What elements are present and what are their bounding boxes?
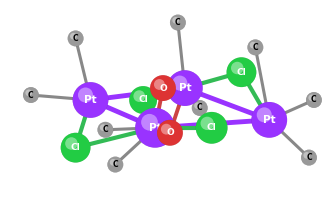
Circle shape <box>306 92 322 108</box>
Circle shape <box>135 108 175 148</box>
Circle shape <box>150 75 176 101</box>
Circle shape <box>100 124 107 131</box>
Circle shape <box>23 87 39 103</box>
Circle shape <box>150 75 176 101</box>
Text: O: O <box>166 128 174 137</box>
Circle shape <box>308 94 315 101</box>
Circle shape <box>61 133 90 163</box>
Circle shape <box>167 70 203 106</box>
Circle shape <box>167 70 203 106</box>
Circle shape <box>170 15 186 30</box>
Circle shape <box>247 39 263 55</box>
Text: C: C <box>175 18 181 27</box>
Circle shape <box>172 76 187 91</box>
Circle shape <box>170 15 186 30</box>
Text: Pt: Pt <box>149 123 162 133</box>
Circle shape <box>303 152 310 159</box>
Circle shape <box>257 107 272 122</box>
Circle shape <box>301 150 317 166</box>
Circle shape <box>201 117 214 130</box>
Circle shape <box>110 159 116 166</box>
Text: C: C <box>197 103 203 112</box>
Circle shape <box>129 86 157 114</box>
Circle shape <box>65 137 78 150</box>
Circle shape <box>25 89 32 96</box>
Circle shape <box>61 133 90 163</box>
Text: Cl: Cl <box>71 143 80 152</box>
Circle shape <box>68 30 84 46</box>
Text: Cl: Cl <box>138 95 148 104</box>
Text: Cl: Cl <box>236 68 246 77</box>
Circle shape <box>68 30 84 46</box>
Circle shape <box>73 82 109 118</box>
Text: C: C <box>73 34 78 43</box>
Circle shape <box>251 102 287 138</box>
Circle shape <box>129 86 157 114</box>
Circle shape <box>172 17 179 24</box>
Circle shape <box>247 39 263 55</box>
Text: C: C <box>103 125 108 134</box>
Text: C: C <box>28 91 34 100</box>
Circle shape <box>192 100 208 116</box>
Circle shape <box>301 150 317 166</box>
Circle shape <box>196 112 227 144</box>
Circle shape <box>98 122 113 138</box>
Circle shape <box>154 79 165 90</box>
Circle shape <box>73 82 109 118</box>
Circle shape <box>251 102 287 138</box>
Circle shape <box>157 120 183 146</box>
Text: C: C <box>253 43 258 52</box>
Circle shape <box>192 100 208 116</box>
Text: Pt: Pt <box>84 95 97 105</box>
Circle shape <box>306 92 322 108</box>
Circle shape <box>226 57 256 87</box>
Circle shape <box>231 62 244 74</box>
Circle shape <box>196 112 227 144</box>
Circle shape <box>23 87 39 103</box>
Circle shape <box>161 124 172 135</box>
Circle shape <box>135 108 175 148</box>
Circle shape <box>98 122 113 138</box>
Text: Cl: Cl <box>207 123 216 132</box>
Circle shape <box>78 87 93 103</box>
Circle shape <box>250 42 256 48</box>
Circle shape <box>107 157 123 172</box>
Circle shape <box>70 33 77 40</box>
Text: C: C <box>112 160 118 169</box>
Circle shape <box>141 114 158 131</box>
Circle shape <box>226 57 256 87</box>
Text: Pt: Pt <box>179 83 191 93</box>
Circle shape <box>107 157 123 172</box>
Circle shape <box>194 102 201 109</box>
Circle shape <box>133 90 145 102</box>
Circle shape <box>157 120 183 146</box>
Text: Pt: Pt <box>263 115 276 125</box>
Text: C: C <box>311 95 317 104</box>
Text: C: C <box>306 153 312 162</box>
Text: O: O <box>159 84 167 93</box>
